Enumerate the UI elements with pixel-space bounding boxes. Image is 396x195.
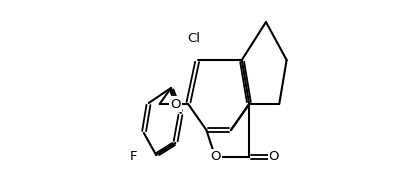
Text: Cl: Cl (188, 33, 200, 45)
Text: O: O (170, 98, 181, 111)
Text: F: F (130, 151, 137, 163)
Text: O: O (210, 151, 221, 163)
Text: O: O (268, 151, 279, 163)
